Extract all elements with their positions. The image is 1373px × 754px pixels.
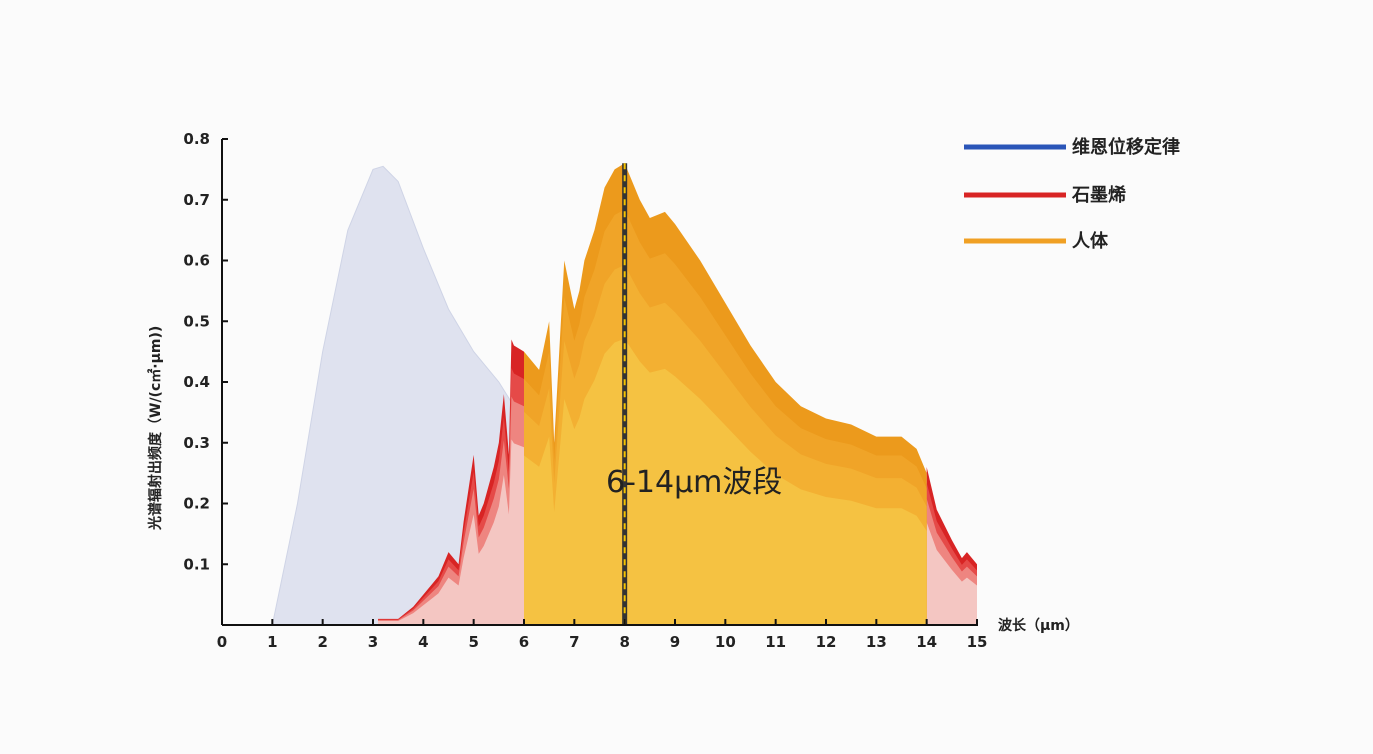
x-tick-label: 1 bbox=[267, 633, 277, 651]
x-tick-label: 13 bbox=[866, 633, 887, 651]
x-tick-label: 14 bbox=[916, 633, 937, 651]
x-tick-label: 9 bbox=[670, 633, 680, 651]
legend-label-wien: 维恩位移定律 bbox=[1072, 136, 1180, 158]
y-tick-label: 0.4 bbox=[183, 373, 210, 391]
x-axis-label: 波长（μm） bbox=[998, 617, 1079, 634]
x-tick-label: 3 bbox=[368, 633, 378, 651]
y-tick-label: 0.3 bbox=[183, 434, 210, 452]
y-tick-label: 0.8 bbox=[183, 130, 210, 148]
legend-label-human: 人体 bbox=[1072, 230, 1109, 252]
x-tick-label: 4 bbox=[418, 633, 428, 651]
x-tick-label: 5 bbox=[468, 633, 478, 651]
x-tick-label: 0 bbox=[217, 633, 227, 651]
graphene-area-layer-3 bbox=[378, 439, 977, 625]
y-tick-label: 0.1 bbox=[183, 555, 210, 573]
legend-label-graphene: 石墨烯 bbox=[1071, 184, 1126, 206]
x-tick-label: 8 bbox=[619, 633, 629, 651]
x-tick-label: 15 bbox=[967, 633, 988, 651]
y-tick-label: 0.7 bbox=[183, 191, 210, 209]
x-tick-label: 7 bbox=[569, 633, 579, 651]
x-tick-label: 6 bbox=[519, 633, 529, 651]
y-tick-label: 0.6 bbox=[183, 252, 210, 270]
x-tick-label: 12 bbox=[816, 633, 837, 651]
y-axis-label: 光谱辐射出频度（W/(c㎡·μm)) bbox=[147, 326, 164, 531]
x-tick-label: 11 bbox=[765, 633, 786, 651]
legend: 维恩位移定律 石墨烯 人体 bbox=[964, 136, 1180, 252]
x-tick-label: 10 bbox=[715, 633, 736, 651]
x-tick-label: 2 bbox=[317, 633, 327, 651]
y-tick-label: 0.2 bbox=[183, 495, 210, 513]
y-tick-label: 0.5 bbox=[183, 312, 210, 330]
band-annotation: 6-14μm波段 bbox=[606, 465, 782, 500]
